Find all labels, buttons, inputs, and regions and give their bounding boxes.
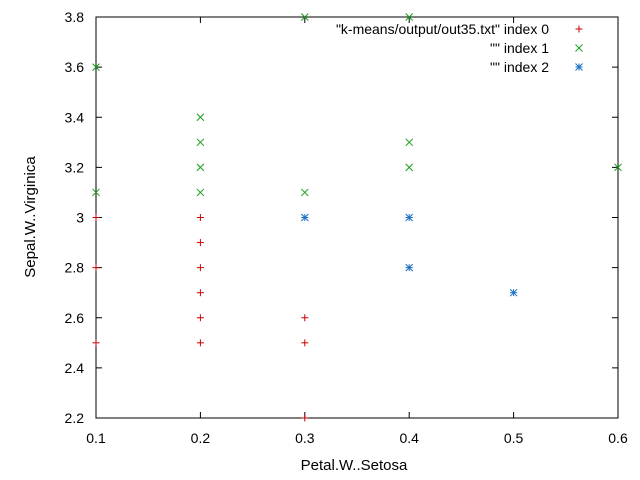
- data-point-series-1: [196, 163, 205, 172]
- data-point-series-0: [301, 314, 309, 322]
- x-tick-label: 0.2: [191, 430, 211, 446]
- y-tick-labels: 2.2 2.4 2.6 2.8 3 3.2 3.4 3.6 3.8: [65, 9, 85, 426]
- legend-marker: [575, 25, 583, 33]
- data-point-series-0: [196, 289, 204, 297]
- x-tick-labels: 0.1 0.2 0.3 0.4 0.5 0.6: [86, 430, 628, 446]
- y-tick-label: 3.8: [65, 9, 85, 25]
- legend-marker: [575, 44, 583, 52]
- data-point-series-1: [405, 13, 414, 21]
- y-tick-label: 3.4: [65, 109, 85, 125]
- y-tick-label: 2.6: [65, 310, 85, 326]
- y-tick-label: 2.2: [65, 410, 85, 426]
- legend-label: "k-means/output/out35.txt" index 0: [336, 21, 549, 37]
- y-tick-label: 2.4: [65, 360, 85, 376]
- data-point-series-2: [405, 263, 414, 272]
- data-point-series-0: [301, 339, 309, 347]
- y-tick-label: 3.2: [65, 159, 85, 175]
- data-point-series-0: [196, 239, 204, 247]
- data-point-series-1: [196, 113, 205, 122]
- x-tick-label: 0.1: [86, 430, 106, 446]
- data-point-series-0: [196, 339, 204, 347]
- data-point-series-2: [405, 213, 414, 222]
- legend: "k-means/output/out35.txt" index 0 "" ind…: [336, 21, 583, 75]
- x-tick-label: 0.3: [295, 430, 315, 446]
- x-tick-label: 0.4: [399, 430, 419, 446]
- data-points: [92, 13, 622, 422]
- data-point-series-1: [300, 188, 309, 197]
- plot-frame: [95, 16, 619, 419]
- data-point-series-2: [509, 288, 518, 297]
- data-point-series-0: [92, 214, 100, 221]
- y-tick-label: 3.6: [65, 59, 85, 75]
- data-point-series-0: [196, 314, 204, 322]
- data-point-series-1: [300, 13, 309, 21]
- data-point-series-1: [196, 188, 205, 197]
- data-point-series-1: [614, 163, 622, 172]
- legend-marker: [575, 63, 583, 71]
- data-point-series-0: [196, 264, 204, 272]
- data-point-series-0: [92, 339, 100, 347]
- y-tick-label: 2.8: [65, 260, 85, 276]
- data-point-series-2: [300, 213, 309, 222]
- data-point-series-1: [196, 138, 205, 147]
- legend-label: "" index 1: [490, 40, 549, 56]
- y-tick-label: 3: [76, 210, 84, 226]
- legend-label: "" index 2: [490, 59, 549, 75]
- data-point-series-0: [196, 214, 204, 221]
- x-tick-label: 0.5: [504, 430, 524, 446]
- data-point-series-1: [92, 63, 100, 71]
- data-point-series-0: [92, 264, 100, 272]
- data-point-series-0: [301, 414, 309, 422]
- x-tick-label: 0.6: [608, 430, 628, 446]
- y-axis-title: Sepal.W..Virginica: [22, 156, 39, 278]
- data-point-series-1: [92, 188, 100, 197]
- x-axis-title: Petal.W..Setosa: [301, 457, 408, 474]
- axis-ticks: [95, 16, 619, 419]
- data-point-series-1: [405, 163, 414, 172]
- data-point-series-1: [405, 138, 414, 147]
